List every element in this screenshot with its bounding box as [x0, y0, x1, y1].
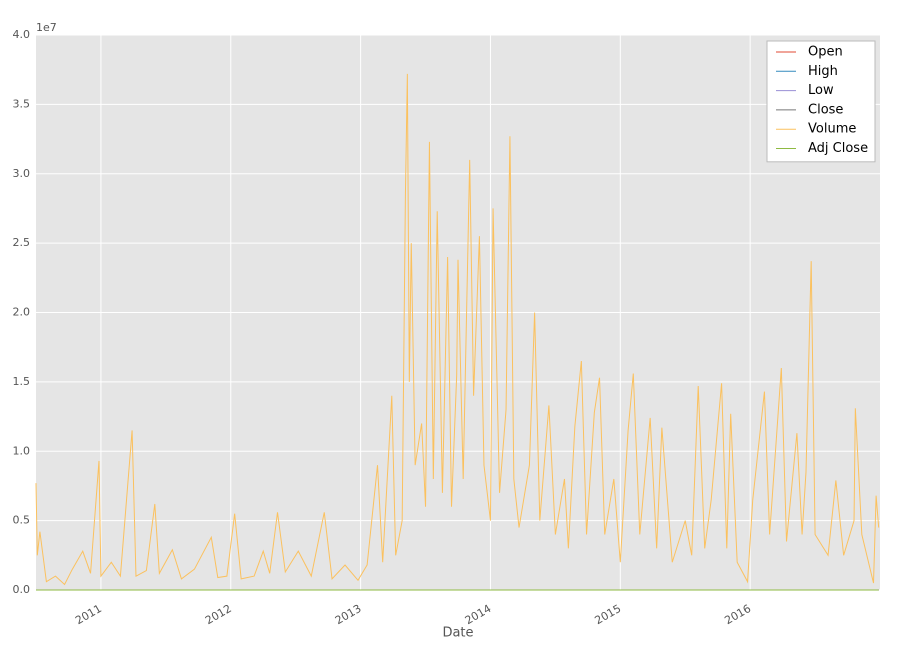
x-tick-label: 2016: [722, 602, 753, 627]
y-tick-label: 0.0: [13, 583, 31, 596]
x-tick-label: 2015: [593, 602, 624, 627]
y-tick-label: 1.0: [13, 444, 31, 457]
legend-label: Low: [808, 83, 834, 98]
x-tick-label: 2012: [203, 602, 234, 627]
legend-label: Volume: [808, 122, 856, 137]
legend-label: Adj Close: [808, 141, 868, 156]
legend-label: High: [808, 64, 838, 79]
series-line: [35, 73, 880, 586]
legend-label: Close: [808, 102, 843, 117]
y-tick-label: 3.0: [13, 167, 31, 180]
y-tick-label: 4.0: [13, 28, 31, 41]
x-tick-label: 2013: [333, 602, 364, 627]
y-offset-label: 1e7: [36, 21, 57, 34]
y-tick-label: 0.5: [13, 514, 31, 527]
legend-box: [766, 40, 876, 163]
y-tick-label: 3.5: [13, 97, 31, 110]
y-tick-label: 2.5: [13, 236, 31, 249]
x-axis-label: Date: [442, 626, 473, 641]
x-tick-label: 2011: [73, 602, 104, 627]
legend-label: Open: [808, 45, 843, 60]
x-tick-label: 2014: [463, 602, 494, 627]
y-tick-label: 1.5: [13, 375, 31, 388]
y-tick-label: 2.0: [13, 306, 31, 319]
